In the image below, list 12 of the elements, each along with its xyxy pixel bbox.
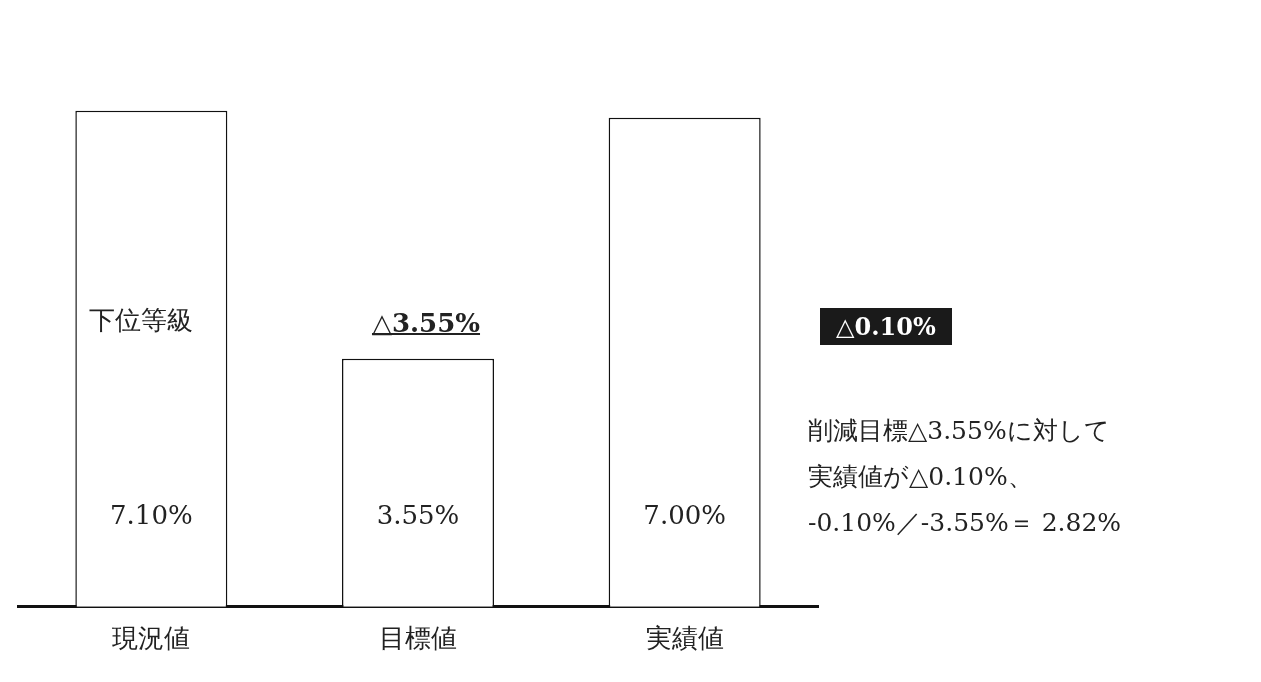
annotation: △3.55%	[371, 308, 481, 338]
text: △0.10%	[820, 308, 952, 345]
annotation: -0.10%／-3.55%＝ 2.82%	[808, 507, 1122, 539]
data-label: 7.10%	[110, 499, 193, 530]
x-tick-label: 現況値	[112, 623, 191, 654]
data-label: 3.55%	[376, 499, 460, 530]
annotation: 実績値が△0.10%、	[808, 461, 1034, 493]
annotation: 削減目標△3.55%に対して	[808, 415, 1111, 447]
annotation: 下位等級	[89, 304, 194, 335]
x-tick-label: 実績値	[645, 623, 724, 654]
data-label: 7.00%	[643, 499, 726, 530]
x-tick-label: 目標値	[379, 623, 457, 654]
